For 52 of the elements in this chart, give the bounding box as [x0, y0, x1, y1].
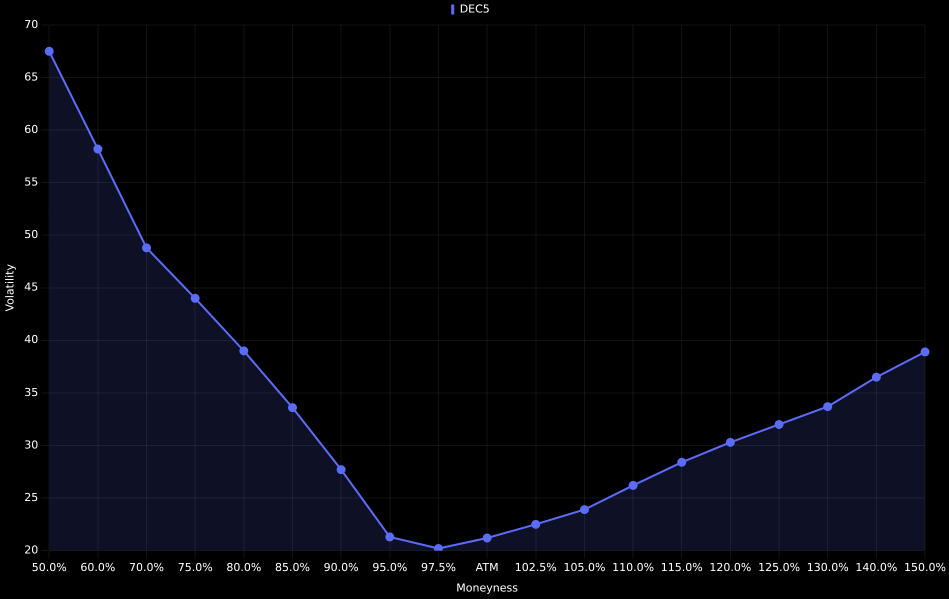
- y-tick-label: 55: [24, 176, 38, 189]
- y-tick-label: 35: [24, 386, 38, 399]
- point: [44, 46, 54, 56]
- x-tick-label: 97.5%: [420, 561, 456, 574]
- point: [726, 438, 735, 447]
- point: [872, 372, 881, 382]
- point: [190, 294, 200, 303]
- x-tick-label: 90.0%: [324, 561, 359, 574]
- x-tick-label: 150.0%: [904, 561, 946, 574]
- y-tick-label: 60: [24, 122, 38, 136]
- point: [385, 532, 394, 542]
- y-tick-label: 30: [24, 438, 38, 452]
- x-tick-label: 105.0%: [563, 561, 606, 574]
- point: [531, 520, 540, 529]
- point: [239, 346, 248, 356]
- x-axis-title: Moneyness: [456, 581, 518, 594]
- x-tick-label: 125.0%: [758, 561, 800, 574]
- x-tick-label: 130.0%: [806, 561, 849, 574]
- y-tick-label: 70: [24, 18, 38, 31]
- x-tick-label: 95.0%: [372, 561, 408, 574]
- x-tick-label: 120.0%: [709, 561, 752, 574]
- x-tick-label: ATM: [476, 561, 499, 574]
- point: [336, 465, 346, 474]
- y-tick-label: 65: [24, 70, 38, 84]
- x-tick-label: 110.0%: [612, 561, 654, 574]
- y-tick-label: 40: [24, 333, 38, 346]
- y-axis-title: Volatility: [3, 264, 16, 312]
- x-tick-label: 60.0%: [80, 561, 116, 574]
- y-tick-label: 50: [24, 228, 38, 242]
- y-tick-label: 20: [24, 543, 38, 556]
- y-tick-label: 25: [24, 490, 38, 504]
- x-tick-label: 115.0%: [660, 561, 703, 574]
- x-tick-label: 85.0%: [275, 561, 310, 574]
- point: [677, 458, 686, 467]
- x-tick-label: 70.0%: [129, 561, 164, 574]
- legend-label: DEC5: [460, 2, 490, 16]
- point: [774, 420, 784, 429]
- point: [288, 403, 297, 412]
- point: [823, 402, 832, 412]
- point: [580, 505, 589, 514]
- point: [628, 480, 638, 490]
- point: [920, 347, 930, 356]
- x-tick-label: 140.0%: [855, 561, 898, 574]
- point: [434, 544, 443, 551]
- point: [482, 533, 492, 542]
- point: [93, 144, 102, 154]
- x-tick-label: 102.5%: [514, 561, 557, 574]
- x-tick-label: 50.0%: [32, 561, 67, 574]
- y-tick-label: 45: [24, 280, 38, 294]
- point: [142, 243, 152, 252]
- x-tick-label: 80.0%: [226, 561, 262, 574]
- x-tick-label: 75.0%: [178, 561, 213, 574]
